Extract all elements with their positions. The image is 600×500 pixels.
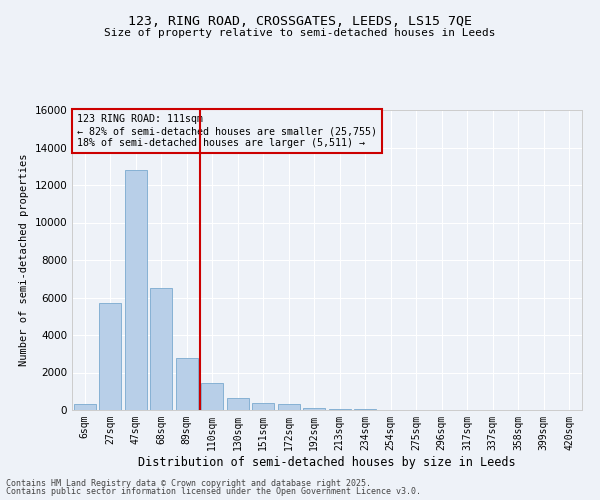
Bar [151, 288, 172, 410]
X-axis label: Distribution of semi-detached houses by size in Leeds: Distribution of semi-detached houses by … [138, 456, 516, 468]
Y-axis label: Number of semi-detached properties: Number of semi-detached properties [19, 154, 29, 366]
Text: 123, RING ROAD, CROSSGATES, LEEDS, LS15 7QE: 123, RING ROAD, CROSSGATES, LEEDS, LS15 … [128, 15, 472, 28]
Bar [176, 358, 197, 410]
Bar [100, 303, 121, 410]
Text: Contains public sector information licensed under the Open Government Licence v3: Contains public sector information licen… [6, 487, 421, 496]
Bar [227, 398, 248, 410]
Text: 123 RING ROAD: 111sqm
← 82% of semi-detached houses are smaller (25,755)
18% of : 123 RING ROAD: 111sqm ← 82% of semi-deta… [77, 114, 377, 148]
Bar [202, 383, 223, 410]
Bar [74, 404, 95, 410]
Bar [125, 170, 146, 410]
Bar [304, 408, 325, 410]
Text: Contains HM Land Registry data © Crown copyright and database right 2025.: Contains HM Land Registry data © Crown c… [6, 478, 371, 488]
Bar [329, 409, 350, 410]
Bar [253, 402, 274, 410]
Bar [278, 404, 299, 410]
Text: Size of property relative to semi-detached houses in Leeds: Size of property relative to semi-detach… [104, 28, 496, 38]
